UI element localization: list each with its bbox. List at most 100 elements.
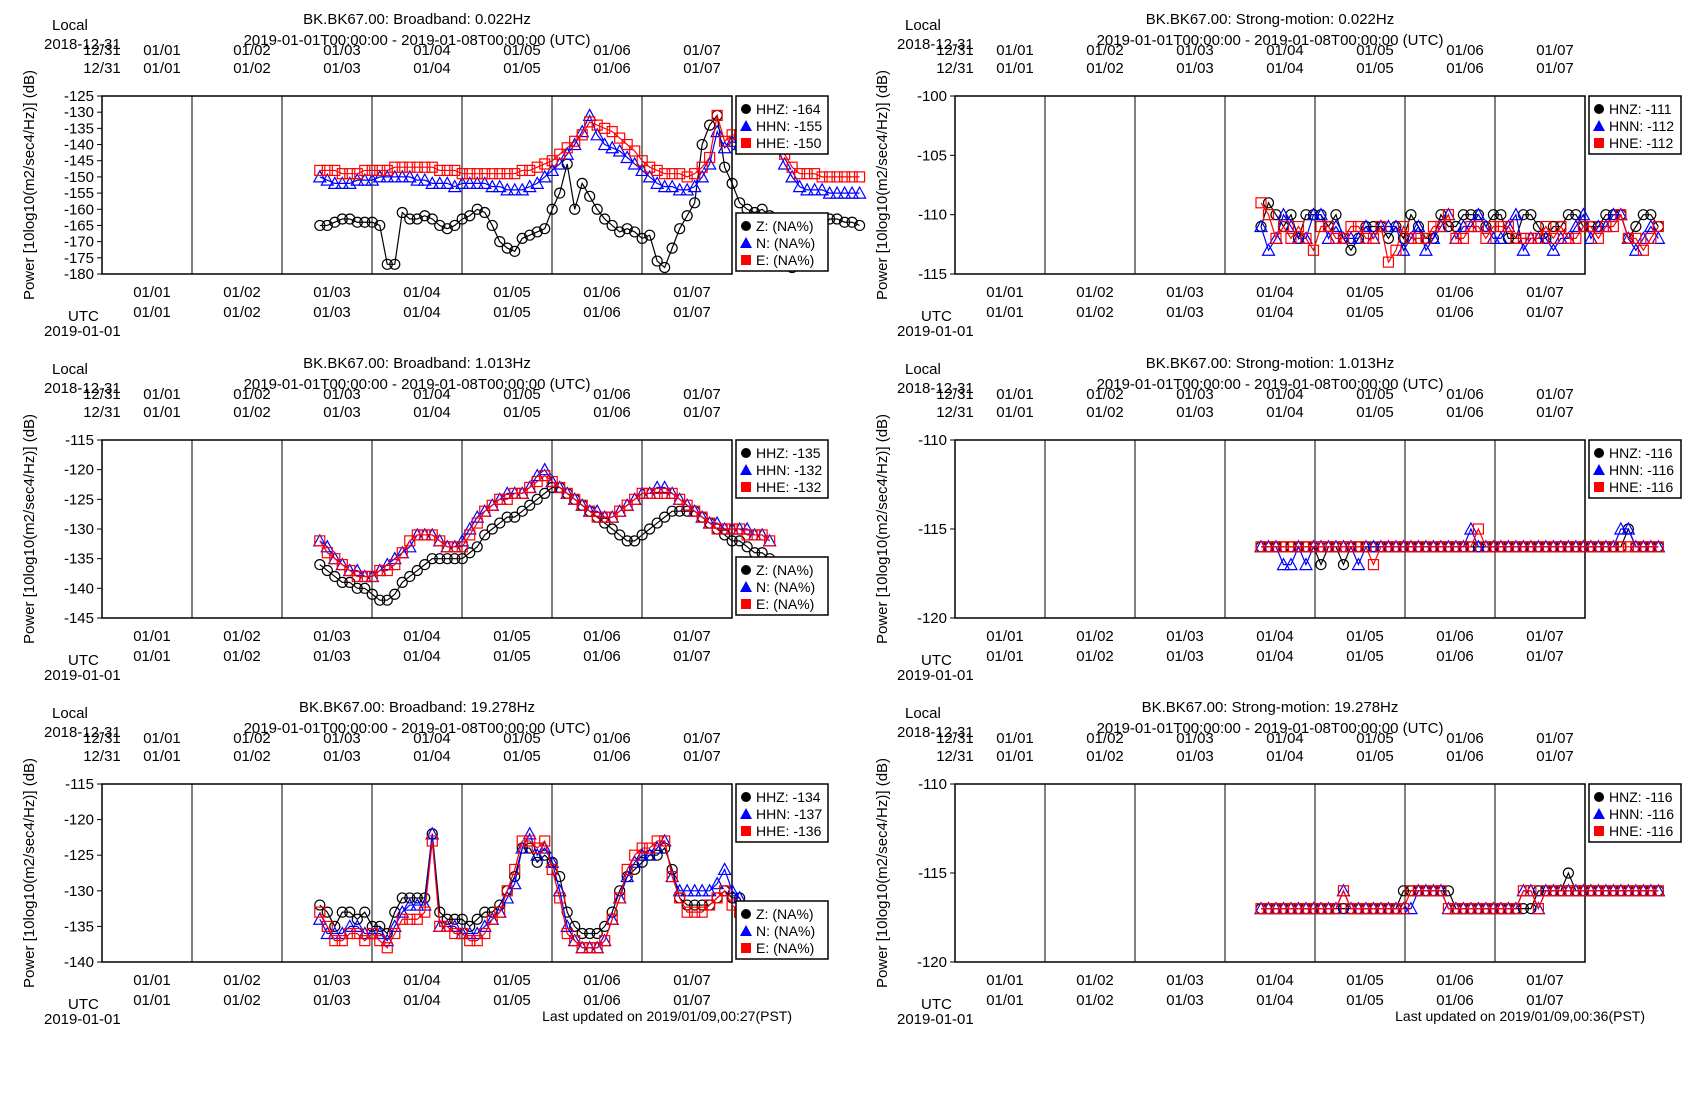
plot-frame — [101, 783, 733, 963]
n-marker — [642, 847, 657, 861]
e-marker — [1540, 885, 1552, 897]
local-label: Local — [52, 705, 88, 722]
n-marker — [507, 876, 522, 890]
n-marker — [492, 179, 507, 193]
y-tick-label: -180 — [64, 266, 94, 283]
e-marker — [1540, 541, 1552, 553]
n-marker — [650, 176, 665, 189]
e-marker — [1375, 220, 1387, 233]
legend-z-swatch — [741, 448, 751, 458]
e-marker — [1360, 541, 1372, 553]
e-marker — [719, 885, 731, 897]
e-marker — [336, 558, 348, 571]
z-marker — [344, 213, 356, 225]
panel-title: BK.BK67.00: Broadband: 19.278Hz — [299, 699, 535, 716]
e-marker — [1652, 220, 1664, 233]
time-range-label: 2019-01-01T00:00:00 - 2019-01-08T00:00:0… — [244, 376, 591, 393]
e-marker — [1450, 232, 1462, 244]
y-tick-label: -145 — [64, 153, 94, 170]
e-marker — [1405, 541, 1417, 553]
e-marker — [1270, 902, 1282, 915]
e-marker — [321, 164, 333, 177]
utc-tick-lower: 01/04 — [1256, 992, 1294, 1009]
z-marker — [359, 906, 371, 918]
panel-title: BK.BK67.00: Strong-motion: 19.278Hz — [1142, 699, 1399, 716]
e-marker — [1465, 220, 1477, 233]
local-start-date: 2018-12-31 — [897, 36, 974, 53]
e-marker — [1397, 541, 1410, 553]
y-tick-label: -105 — [917, 147, 947, 164]
e-marker — [1262, 902, 1275, 915]
e-marker — [809, 168, 821, 180]
local-tick: 01/04 — [1266, 60, 1304, 77]
e-marker — [644, 487, 656, 499]
legend-box — [1588, 439, 1682, 499]
time-range-label: 2019-01-01T00:00:00 - 2019-01-08T00:00:0… — [244, 32, 591, 49]
e-marker — [696, 511, 708, 523]
n-marker — [687, 179, 702, 193]
local-tick-upper: 12/31 — [936, 386, 974, 403]
e-marker — [1615, 209, 1627, 221]
n-marker — [530, 176, 545, 189]
z-marker — [471, 541, 483, 553]
z-marker — [651, 255, 663, 267]
z-marker — [531, 493, 543, 505]
n-marker — [852, 185, 867, 199]
e-marker — [1607, 885, 1619, 897]
z-marker — [614, 529, 626, 541]
z-marker — [509, 511, 521, 523]
e-marker — [666, 487, 678, 499]
psd-panel: BK.BK67.00: Strong-motion: 19.278Hz 2019-… — [874, 699, 1682, 1028]
e-marker — [1337, 885, 1350, 897]
z-marker — [524, 229, 536, 241]
panel-title: BK.BK67.00: Strong-motion: 1.013Hz — [1146, 355, 1394, 372]
local-tick: 01/03 — [1176, 748, 1214, 765]
z-marker — [441, 553, 453, 565]
utc-tick: 01/04 — [403, 284, 441, 301]
legend-percent-e: E: (NA%) — [756, 940, 814, 956]
y-tick-label: -135 — [64, 551, 94, 568]
local-tick: 01/05 — [1356, 748, 1394, 765]
e-marker — [1420, 885, 1432, 897]
local-tick-upper: 01/06 — [593, 730, 631, 747]
local-tick: 01/01 — [996, 404, 1034, 421]
z-marker — [389, 588, 401, 600]
e-marker — [1525, 541, 1537, 553]
utc-tick-lower: 01/06 — [1436, 304, 1474, 321]
e-marker — [561, 487, 573, 499]
n-marker — [1313, 207, 1328, 221]
n-marker — [312, 912, 327, 925]
e-marker — [441, 164, 453, 177]
e-marker — [1412, 885, 1425, 897]
e-marker — [1555, 885, 1567, 897]
z-marker — [696, 899, 708, 911]
e-marker — [351, 570, 363, 583]
local-tick-upper: 01/07 — [1536, 42, 1574, 59]
e-marker — [509, 863, 521, 876]
local-tick: 01/03 — [323, 748, 361, 765]
e-marker — [524, 164, 536, 177]
n-marker — [335, 176, 350, 189]
z-marker — [696, 138, 708, 151]
legend-n-swatch — [1593, 464, 1605, 475]
n-marker — [507, 182, 522, 196]
local-tick: 01/06 — [1446, 60, 1484, 77]
n-marker — [327, 176, 342, 189]
e-marker — [681, 171, 693, 183]
y-tick-label: -170 — [64, 234, 94, 251]
e-marker — [479, 505, 491, 517]
e-marker — [1630, 885, 1642, 897]
n-marker — [312, 169, 327, 183]
e-marker — [786, 161, 798, 173]
utc-tick-lower: 01/03 — [313, 992, 351, 1009]
z-marker — [621, 535, 633, 547]
e-marker — [1502, 902, 1515, 915]
z-marker — [359, 582, 371, 594]
e-marker — [696, 161, 708, 173]
e-marker — [426, 161, 438, 173]
z-marker — [741, 541, 753, 553]
local-tick: 01/05 — [503, 60, 541, 77]
local-tick: 01/02 — [233, 404, 271, 421]
n-marker — [350, 172, 365, 186]
n-marker — [402, 169, 417, 183]
